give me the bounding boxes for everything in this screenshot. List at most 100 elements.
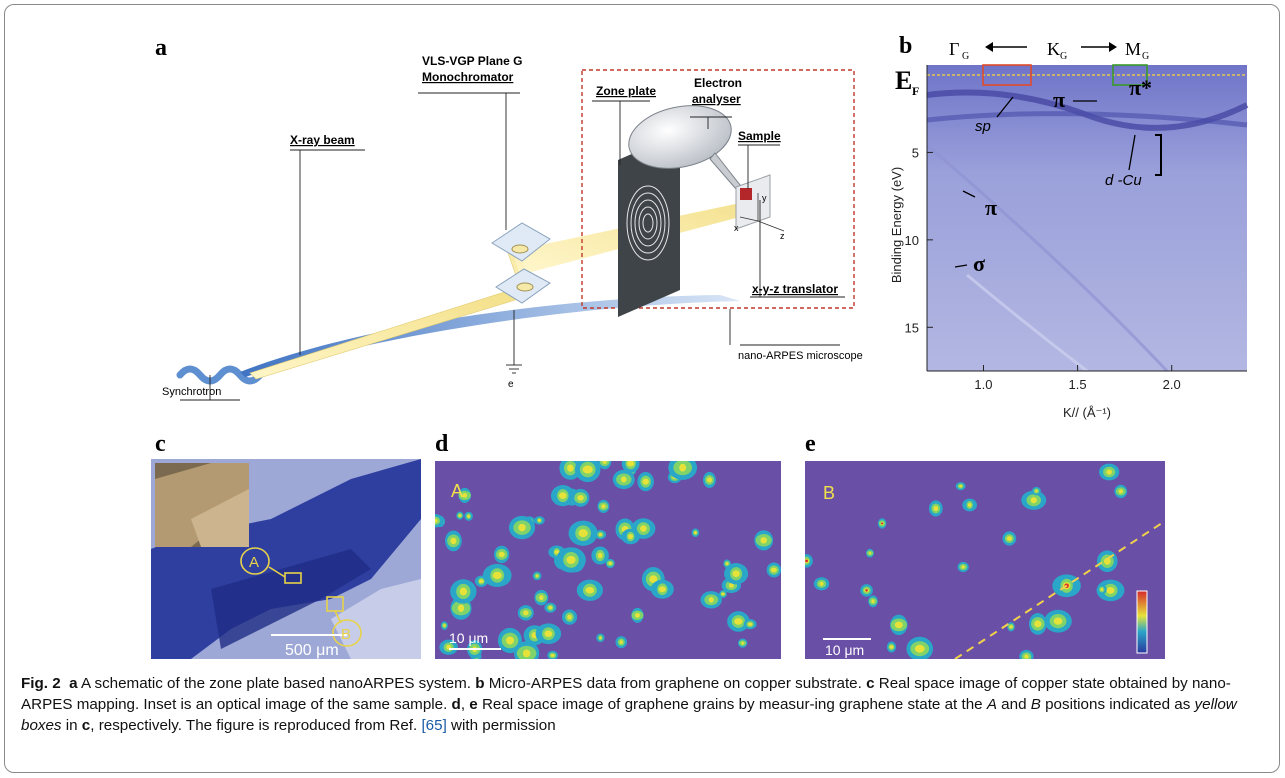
caption-text-a: A schematic of the zone plate based nano…: [77, 675, 476, 692]
pi2-label: π: [985, 195, 997, 220]
panel-b-chart: Γ G K G M G E F sp π π* d -Cu π σ 1.0 1.5…: [889, 39, 1249, 420]
e-tag: B: [823, 483, 835, 503]
grain-blob: [601, 504, 606, 509]
d-tag: A: [451, 481, 463, 501]
synchrotron-wave: [176, 365, 264, 385]
grain-blob: [598, 533, 602, 537]
zone-plate-rings: [626, 185, 670, 261]
green-box: [1112, 64, 1148, 86]
grain-blob: [721, 592, 725, 596]
grain-blob: [621, 476, 627, 483]
grain-blob: [582, 465, 593, 474]
m-label: M: [1125, 39, 1141, 59]
grain-blob: [548, 606, 553, 610]
arpes-map: [927, 65, 1247, 371]
grain-blob: [628, 534, 634, 539]
grain-blob: [748, 622, 753, 626]
figure-caption: Fig. 2 a A schematic of the zone plate b…: [21, 673, 1269, 736]
ef-label: E: [895, 66, 912, 95]
grain-blob: [1030, 497, 1037, 504]
grain-blob: [1106, 586, 1115, 594]
grain-hotspot: [881, 522, 884, 525]
marker-a-label: A: [249, 554, 259, 571]
grain-blob: [1118, 489, 1124, 494]
caption-and: and: [996, 696, 1031, 713]
grain-blob: [599, 636, 602, 640]
grain-blob: [967, 502, 972, 508]
b-annotation-arrows: [954, 96, 1162, 268]
grain-blob: [741, 641, 744, 645]
c-scale-label: 500 μm: [285, 642, 339, 659]
grain-blob: [435, 518, 438, 523]
sample: [740, 188, 752, 200]
gamma-label: Γ: [949, 39, 959, 59]
k-subscript: G: [1060, 51, 1067, 62]
grain-blob: [567, 614, 572, 620]
grain-blob: [550, 653, 555, 657]
caption-permission: with permission: [446, 717, 556, 734]
d-scale-label: 10 μm: [449, 630, 488, 646]
caption-c-ref: c: [81, 717, 91, 734]
marker-a-circle: [240, 547, 270, 575]
grain-blob: [537, 519, 542, 522]
grain-blob: [732, 570, 740, 578]
grain-blob: [578, 529, 588, 538]
grain-blob: [458, 514, 462, 517]
caption-pos-a: A: [986, 696, 997, 713]
marker-b-label: B: [341, 626, 351, 643]
grain-blob: [770, 567, 777, 573]
grain-blob: [658, 586, 666, 593]
e-colorbar: [1136, 590, 1148, 654]
m-subscript: G: [1142, 51, 1149, 62]
grain-blob: [871, 599, 875, 604]
microscope-label: nano-ARPES microscope: [738, 350, 863, 362]
b-x-tick-label: 1.0: [974, 377, 992, 392]
panel-d-image: A 10 μm: [435, 461, 781, 659]
b-y-tick-label: 10: [905, 233, 919, 248]
caption-ref-link[interactable]: 65: [425, 717, 443, 734]
grain-blob: [608, 561, 612, 565]
grain-blob: [467, 514, 471, 518]
grain-blob: [450, 537, 457, 545]
grain-hotspot: [805, 559, 808, 563]
grain-hotspot: [865, 589, 868, 592]
grain-blob: [585, 586, 595, 594]
nano-arpes-box: [581, 69, 855, 309]
analyser-label-1: Electron: [694, 76, 742, 90]
b-ticks: [927, 151, 1173, 371]
panel-a-letter: a: [155, 35, 167, 61]
b-xlabel: K// (Å⁻¹): [1063, 405, 1111, 420]
e-scale-label: 10 μm: [825, 642, 864, 658]
panel-e-letter: e: [805, 431, 816, 457]
caption-text-b: Micro-ARPES data from graphene on copper…: [484, 675, 867, 692]
grain-blob: [626, 461, 635, 467]
grain-blob: [1106, 469, 1112, 475]
grain-blob: [1006, 536, 1012, 541]
grain-blob: [1024, 654, 1029, 659]
grain-blob: [961, 565, 965, 569]
grain-blob: [522, 649, 531, 658]
b-x-tick-label: 2.0: [1163, 377, 1181, 392]
grain-blob: [819, 581, 824, 586]
panel-b-letter: b: [899, 33, 913, 59]
grain-blob: [459, 587, 468, 596]
grain-blob: [914, 644, 925, 653]
figure-frame: a: [4, 4, 1280, 773]
grain-blob: [505, 636, 515, 645]
xray-beam-label: X-ray beam: [290, 133, 355, 147]
pi-star-label: π*: [1129, 75, 1152, 100]
caption-text-c: Real space image of copper state obtaine…: [21, 675, 1231, 713]
grain-blob: [567, 464, 574, 472]
caption-text-d: ,: [460, 696, 470, 713]
caption-letter-e: e: [469, 696, 478, 713]
caption-pos-b: B: [1030, 696, 1041, 713]
gamma-subscript: G: [962, 51, 969, 62]
caption-ref-close: ]: [442, 717, 447, 734]
grain-blob: [706, 477, 713, 483]
axis-y-label: y: [762, 193, 767, 203]
ef-subscript: F: [912, 84, 919, 98]
caption-letter-b: b: [475, 675, 485, 692]
monochromator-label-1: VLS-VGP Plane G: [422, 54, 522, 68]
grain-blob: [1100, 587, 1104, 592]
b-ylabel: Binding Energy (eV): [889, 167, 904, 283]
